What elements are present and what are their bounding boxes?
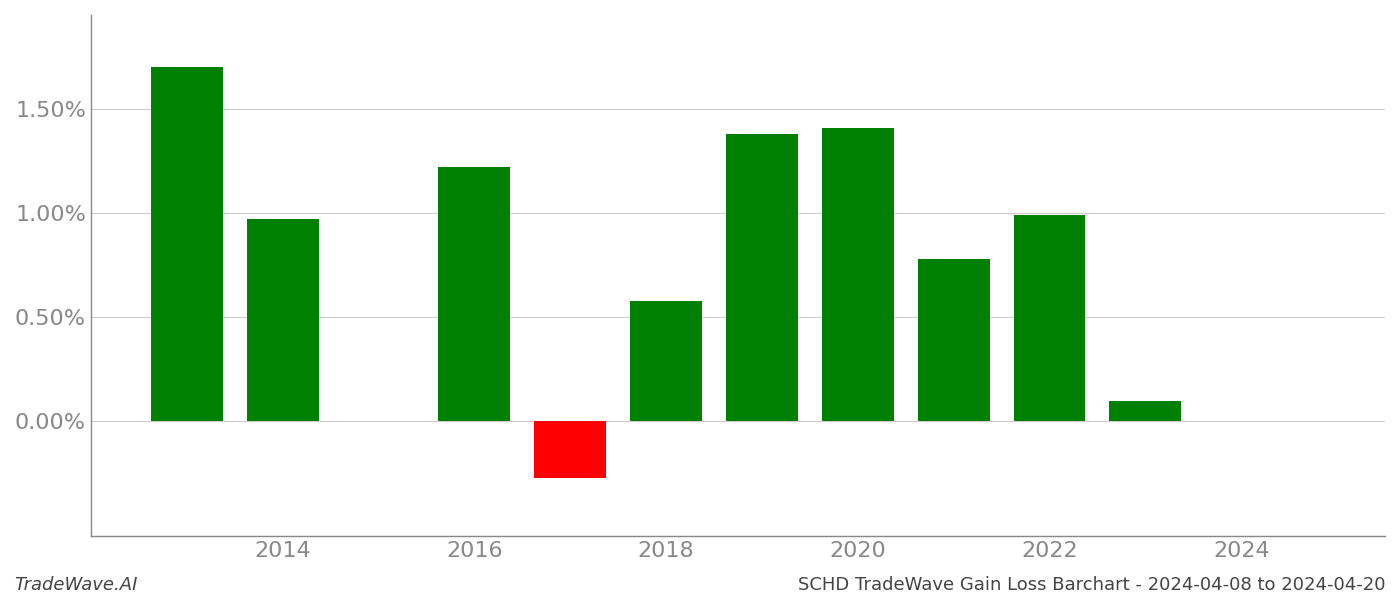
Bar <box>1109 401 1182 421</box>
Bar <box>535 421 606 478</box>
Bar <box>727 134 798 421</box>
Text: TradeWave.AI: TradeWave.AI <box>14 576 137 594</box>
Bar <box>438 167 510 421</box>
Bar <box>246 219 319 421</box>
Bar <box>917 259 990 421</box>
Bar <box>151 67 223 421</box>
Bar <box>630 301 701 421</box>
Bar <box>822 128 893 421</box>
Bar <box>1014 215 1085 421</box>
Text: SCHD TradeWave Gain Loss Barchart - 2024-04-08 to 2024-04-20: SCHD TradeWave Gain Loss Barchart - 2024… <box>798 576 1386 594</box>
